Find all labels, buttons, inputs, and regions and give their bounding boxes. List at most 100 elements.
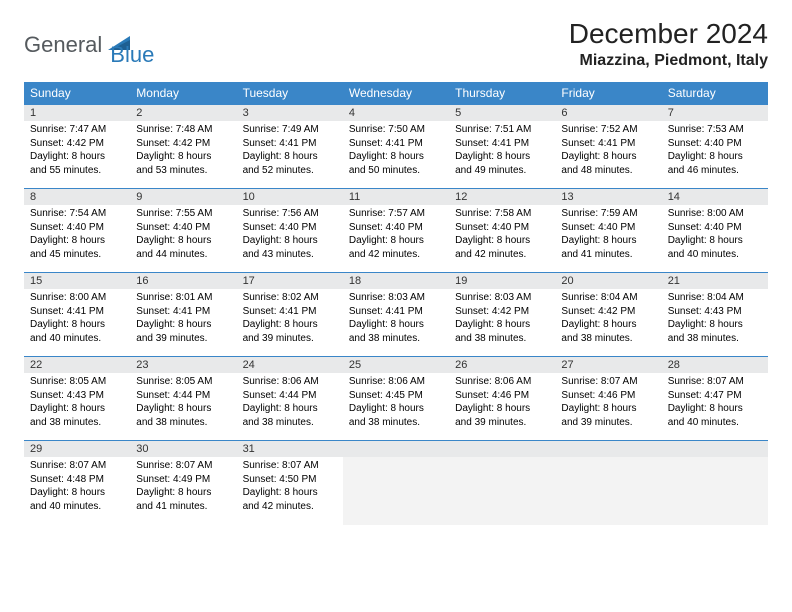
calendar-day-cell: 6Sunrise: 7:52 AMSunset: 4:41 PMDaylight…	[555, 105, 661, 189]
day-number	[555, 441, 661, 457]
day-number: 11	[343, 189, 449, 205]
weekday-header-row: Sunday Monday Tuesday Wednesday Thursday…	[24, 82, 768, 105]
calendar-day-cell: 24Sunrise: 8:06 AMSunset: 4:44 PMDayligh…	[237, 357, 343, 441]
day-number: 18	[343, 273, 449, 289]
calendar-table: Sunday Monday Tuesday Wednesday Thursday…	[24, 82, 768, 525]
day-number: 17	[237, 273, 343, 289]
day-number: 3	[237, 105, 343, 121]
calendar-day-cell: 3Sunrise: 7:49 AMSunset: 4:41 PMDaylight…	[237, 105, 343, 189]
calendar-day-cell: 15Sunrise: 8:00 AMSunset: 4:41 PMDayligh…	[24, 273, 130, 357]
day-details: Sunrise: 8:00 AMSunset: 4:40 PMDaylight:…	[662, 205, 768, 265]
calendar-day-cell: 7Sunrise: 7:53 AMSunset: 4:40 PMDaylight…	[662, 105, 768, 189]
calendar-day-cell: 27Sunrise: 8:07 AMSunset: 4:46 PMDayligh…	[555, 357, 661, 441]
calendar-day-cell: 17Sunrise: 8:02 AMSunset: 4:41 PMDayligh…	[237, 273, 343, 357]
calendar-day-cell: 1Sunrise: 7:47 AMSunset: 4:42 PMDaylight…	[24, 105, 130, 189]
day-details: Sunrise: 8:07 AMSunset: 4:50 PMDaylight:…	[237, 457, 343, 517]
header: General Blue December 2024 Miazzina, Pie…	[24, 18, 768, 70]
calendar-day-cell: 19Sunrise: 8:03 AMSunset: 4:42 PMDayligh…	[449, 273, 555, 357]
day-number: 21	[662, 273, 768, 289]
calendar-day-cell: 8Sunrise: 7:54 AMSunset: 4:40 PMDaylight…	[24, 189, 130, 273]
day-number: 29	[24, 441, 130, 457]
day-number: 28	[662, 357, 768, 373]
calendar-week-row: 8Sunrise: 7:54 AMSunset: 4:40 PMDaylight…	[24, 189, 768, 273]
day-details: Sunrise: 7:57 AMSunset: 4:40 PMDaylight:…	[343, 205, 449, 265]
day-details: Sunrise: 7:49 AMSunset: 4:41 PMDaylight:…	[237, 121, 343, 181]
calendar-day-cell: 22Sunrise: 8:05 AMSunset: 4:43 PMDayligh…	[24, 357, 130, 441]
calendar-day-cell: 30Sunrise: 8:07 AMSunset: 4:49 PMDayligh…	[130, 441, 236, 525]
day-details: Sunrise: 8:07 AMSunset: 4:47 PMDaylight:…	[662, 373, 768, 433]
day-details: Sunrise: 7:59 AMSunset: 4:40 PMDaylight:…	[555, 205, 661, 265]
day-number: 27	[555, 357, 661, 373]
calendar-day-cell	[555, 441, 661, 525]
day-number: 30	[130, 441, 236, 457]
day-number: 13	[555, 189, 661, 205]
calendar-day-cell: 14Sunrise: 8:00 AMSunset: 4:40 PMDayligh…	[662, 189, 768, 273]
day-details: Sunrise: 7:50 AMSunset: 4:41 PMDaylight:…	[343, 121, 449, 181]
calendar-day-cell: 13Sunrise: 7:59 AMSunset: 4:40 PMDayligh…	[555, 189, 661, 273]
calendar-day-cell: 31Sunrise: 8:07 AMSunset: 4:50 PMDayligh…	[237, 441, 343, 525]
day-number: 25	[343, 357, 449, 373]
calendar-day-cell: 12Sunrise: 7:58 AMSunset: 4:40 PMDayligh…	[449, 189, 555, 273]
day-details: Sunrise: 7:56 AMSunset: 4:40 PMDaylight:…	[237, 205, 343, 265]
day-number: 4	[343, 105, 449, 121]
weekday-header: Monday	[130, 82, 236, 105]
day-details: Sunrise: 8:06 AMSunset: 4:46 PMDaylight:…	[449, 373, 555, 433]
day-details: Sunrise: 7:48 AMSunset: 4:42 PMDaylight:…	[130, 121, 236, 181]
logo: General Blue	[24, 18, 154, 68]
day-details: Sunrise: 7:54 AMSunset: 4:40 PMDaylight:…	[24, 205, 130, 265]
weekday-header: Wednesday	[343, 82, 449, 105]
calendar-day-cell: 18Sunrise: 8:03 AMSunset: 4:41 PMDayligh…	[343, 273, 449, 357]
day-number: 10	[237, 189, 343, 205]
calendar-day-cell: 20Sunrise: 8:04 AMSunset: 4:42 PMDayligh…	[555, 273, 661, 357]
day-number	[343, 441, 449, 457]
day-number: 8	[24, 189, 130, 205]
day-details: Sunrise: 7:53 AMSunset: 4:40 PMDaylight:…	[662, 121, 768, 181]
day-number: 9	[130, 189, 236, 205]
calendar-day-cell: 21Sunrise: 8:04 AMSunset: 4:43 PMDayligh…	[662, 273, 768, 357]
day-number: 12	[449, 189, 555, 205]
calendar-day-cell: 29Sunrise: 8:07 AMSunset: 4:48 PMDayligh…	[24, 441, 130, 525]
weekday-header: Sunday	[24, 82, 130, 105]
calendar-day-cell: 9Sunrise: 7:55 AMSunset: 4:40 PMDaylight…	[130, 189, 236, 273]
day-number: 6	[555, 105, 661, 121]
calendar-day-cell	[662, 441, 768, 525]
calendar-week-row: 29Sunrise: 8:07 AMSunset: 4:48 PMDayligh…	[24, 441, 768, 525]
day-number: 19	[449, 273, 555, 289]
day-details: Sunrise: 7:55 AMSunset: 4:40 PMDaylight:…	[130, 205, 236, 265]
day-details: Sunrise: 8:07 AMSunset: 4:48 PMDaylight:…	[24, 457, 130, 517]
calendar-day-cell: 23Sunrise: 8:05 AMSunset: 4:44 PMDayligh…	[130, 357, 236, 441]
calendar-day-cell: 11Sunrise: 7:57 AMSunset: 4:40 PMDayligh…	[343, 189, 449, 273]
day-details: Sunrise: 8:00 AMSunset: 4:41 PMDaylight:…	[24, 289, 130, 349]
logo-text-general: General	[24, 32, 102, 58]
day-details: Sunrise: 8:03 AMSunset: 4:41 PMDaylight:…	[343, 289, 449, 349]
calendar-day-cell	[343, 441, 449, 525]
calendar-week-row: 1Sunrise: 7:47 AMSunset: 4:42 PMDaylight…	[24, 105, 768, 189]
weekday-header: Friday	[555, 82, 661, 105]
title-block: December 2024 Miazzina, Piedmont, Italy	[569, 18, 768, 70]
calendar-day-cell: 2Sunrise: 7:48 AMSunset: 4:42 PMDaylight…	[130, 105, 236, 189]
day-number: 22	[24, 357, 130, 373]
weekday-header: Thursday	[449, 82, 555, 105]
calendar-week-row: 15Sunrise: 8:00 AMSunset: 4:41 PMDayligh…	[24, 273, 768, 357]
day-details: Sunrise: 8:03 AMSunset: 4:42 PMDaylight:…	[449, 289, 555, 349]
day-number: 26	[449, 357, 555, 373]
day-details: Sunrise: 8:06 AMSunset: 4:45 PMDaylight:…	[343, 373, 449, 433]
day-details: Sunrise: 8:05 AMSunset: 4:44 PMDaylight:…	[130, 373, 236, 433]
day-details: Sunrise: 8:04 AMSunset: 4:43 PMDaylight:…	[662, 289, 768, 349]
calendar-day-cell: 26Sunrise: 8:06 AMSunset: 4:46 PMDayligh…	[449, 357, 555, 441]
calendar-day-cell: 25Sunrise: 8:06 AMSunset: 4:45 PMDayligh…	[343, 357, 449, 441]
calendar-week-row: 22Sunrise: 8:05 AMSunset: 4:43 PMDayligh…	[24, 357, 768, 441]
day-details: Sunrise: 7:58 AMSunset: 4:40 PMDaylight:…	[449, 205, 555, 265]
day-details: Sunrise: 8:02 AMSunset: 4:41 PMDaylight:…	[237, 289, 343, 349]
calendar-day-cell: 5Sunrise: 7:51 AMSunset: 4:41 PMDaylight…	[449, 105, 555, 189]
day-details: Sunrise: 7:52 AMSunset: 4:41 PMDaylight:…	[555, 121, 661, 181]
day-number: 31	[237, 441, 343, 457]
weekday-header: Saturday	[662, 82, 768, 105]
calendar-day-cell	[449, 441, 555, 525]
day-number	[449, 441, 555, 457]
logo-text-blue: Blue	[110, 42, 154, 68]
calendar-day-cell: 4Sunrise: 7:50 AMSunset: 4:41 PMDaylight…	[343, 105, 449, 189]
day-number: 5	[449, 105, 555, 121]
day-number: 23	[130, 357, 236, 373]
calendar-day-cell: 10Sunrise: 7:56 AMSunset: 4:40 PMDayligh…	[237, 189, 343, 273]
